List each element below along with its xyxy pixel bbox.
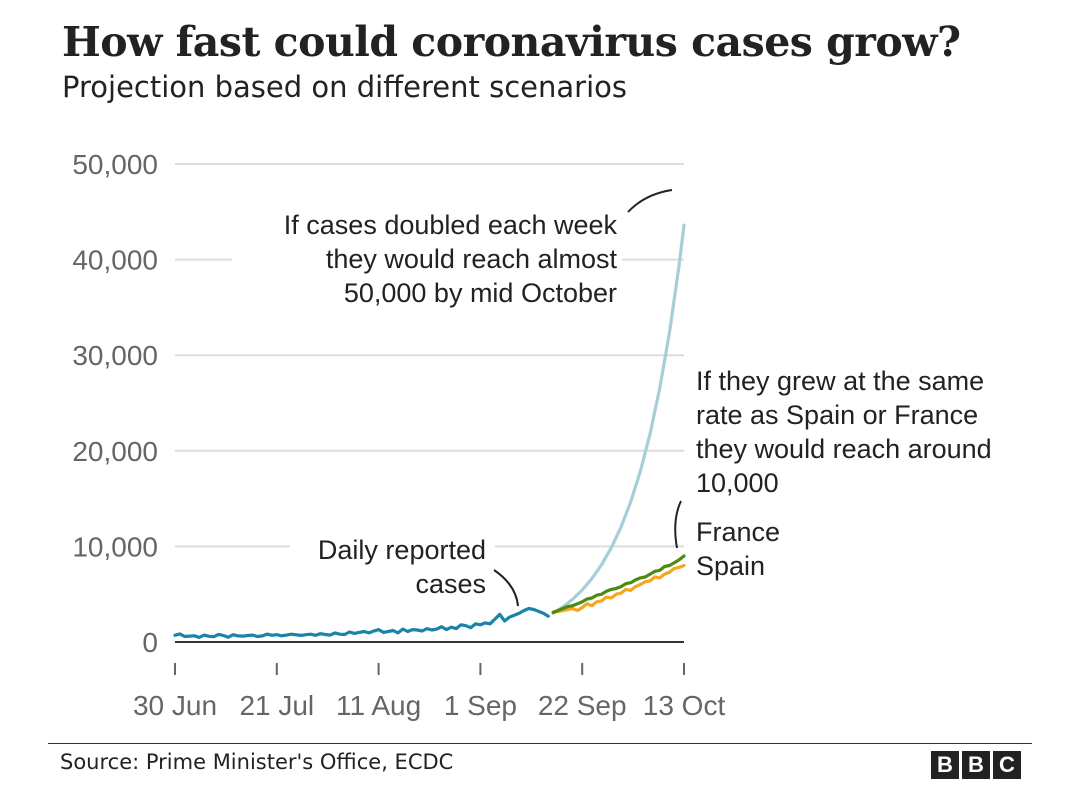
annotations: If cases doubled each week they would rea…: [232, 189, 992, 608]
doubling-annotation-bg: [232, 203, 622, 313]
x-tick-label-42: 11 Aug: [336, 690, 421, 721]
spain-france-annotation-line-2: rate as Spain or France: [696, 400, 978, 430]
x-tick-label-21: 21 Jul: [239, 690, 314, 721]
y-tick-label-0: 0: [142, 627, 158, 658]
reported-annotation-bg: [290, 530, 495, 608]
x-tick-label-63: 1 Sep: [444, 690, 517, 721]
source-note: Source: Prime Minister's Office, ECDC: [60, 750, 454, 774]
y-tick-label-20000: 20,000: [72, 436, 158, 467]
y-axis-labels: 0 10,000 20,000 30,000 40,000 50,000: [72, 149, 158, 658]
y-tick-label-40000: 40,000: [72, 245, 158, 276]
y-tick-label-30000: 30,000: [72, 340, 158, 371]
bbc-logo-letter-b1: B: [931, 751, 959, 779]
y-tick-label-10000: 10,000: [72, 531, 158, 562]
x-axis: 30 Jun 21 Jul 11 Aug 1 Sep 22 Sep 13 Oct: [133, 663, 726, 721]
reported-leader-line: [493, 569, 519, 607]
chart-title: How fast could coronavirus cases grow?: [62, 18, 961, 66]
spain-france-annotation-line-1: If they grew at the same: [696, 366, 984, 396]
y-tick-label-50000: 50,000: [72, 149, 158, 180]
doubling-annotation-line-2: they would reach almost: [326, 244, 618, 274]
doubling-leader-line: [627, 189, 673, 213]
x-tick-label-84: 22 Sep: [538, 690, 627, 721]
doubling-annotation-line-1: If cases doubled each week: [284, 210, 618, 240]
bbc-logo: B B C: [931, 751, 1021, 779]
bbc-logo-letter-b2: B: [962, 751, 990, 779]
x-tick-label-105: 13 Oct: [643, 690, 726, 721]
france-projection-line: [551, 554, 686, 615]
x-tick-label-0: 30 Jun: [133, 690, 217, 721]
reported-annotation-line-1: Daily reported: [318, 535, 486, 565]
chart: 0 10,000 20,000 30,000 40,000 50,000 30 Jun 21…: [72, 149, 992, 721]
spain-france-annotation-line-3: they would reach around: [696, 434, 992, 464]
footer-divider: [48, 743, 1032, 744]
spain-label: Spain: [696, 551, 765, 581]
doubling-projection-line: [551, 223, 686, 615]
spain-france-annotation-line-4: 10,000: [696, 468, 779, 498]
spain-france-leader-line: [674, 500, 682, 549]
reported-annotation-line-2: cases: [415, 569, 486, 599]
spain-projection-line: [551, 563, 686, 615]
france-label: France: [696, 517, 780, 547]
chart-subtitle: Projection based on different scenarios: [62, 70, 627, 104]
bbc-logo-letter-c: C: [993, 751, 1021, 779]
reported-cases-line: [173, 606, 550, 640]
doubling-annotation-line-3: 50,000 by mid October: [344, 278, 617, 308]
series-lines: [173, 223, 686, 640]
